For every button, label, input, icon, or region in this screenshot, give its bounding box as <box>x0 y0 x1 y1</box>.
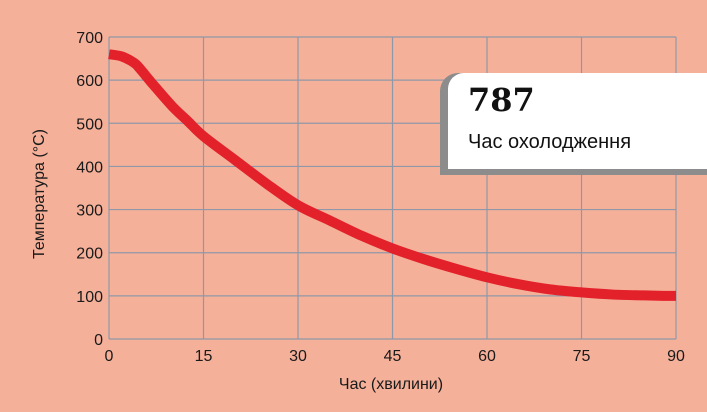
y-axis-title: Температура (°C) <box>31 129 48 259</box>
y-tick-label: 400 <box>76 159 103 176</box>
y-tick-label: 600 <box>76 73 103 90</box>
x-tick-label: 15 <box>195 348 213 365</box>
callout-value: 787 <box>468 81 535 119</box>
y-tick-label: 100 <box>76 289 103 306</box>
x-tick-label: 30 <box>289 348 307 365</box>
temperature-line <box>108 49 677 301</box>
x-tick-label: 75 <box>573 348 591 365</box>
x-axis-title: Час (хвилини) <box>339 376 443 393</box>
y-tick-label: 500 <box>76 116 103 133</box>
y-tick-label: 200 <box>76 246 103 263</box>
cooling-time-callout: 787 Час охолодження <box>440 73 707 175</box>
y-tick-label: 0 <box>94 332 103 349</box>
tick-labels: 0 15 30 45 60 75 90 0 100 200 300 400 500 600 700 <box>76 30 685 365</box>
series-layer <box>108 49 677 301</box>
callout-label: Час охолодження <box>468 131 632 153</box>
y-tick-label: 700 <box>76 30 103 47</box>
y-tick-label: 300 <box>76 203 103 220</box>
x-tick-label: 90 <box>667 348 685 365</box>
x-tick-label: 60 <box>478 348 496 365</box>
callout-box: 787 Час охолодження <box>448 73 707 169</box>
x-tick-label: 45 <box>384 348 402 365</box>
x-tick-label: 0 <box>105 348 114 365</box>
